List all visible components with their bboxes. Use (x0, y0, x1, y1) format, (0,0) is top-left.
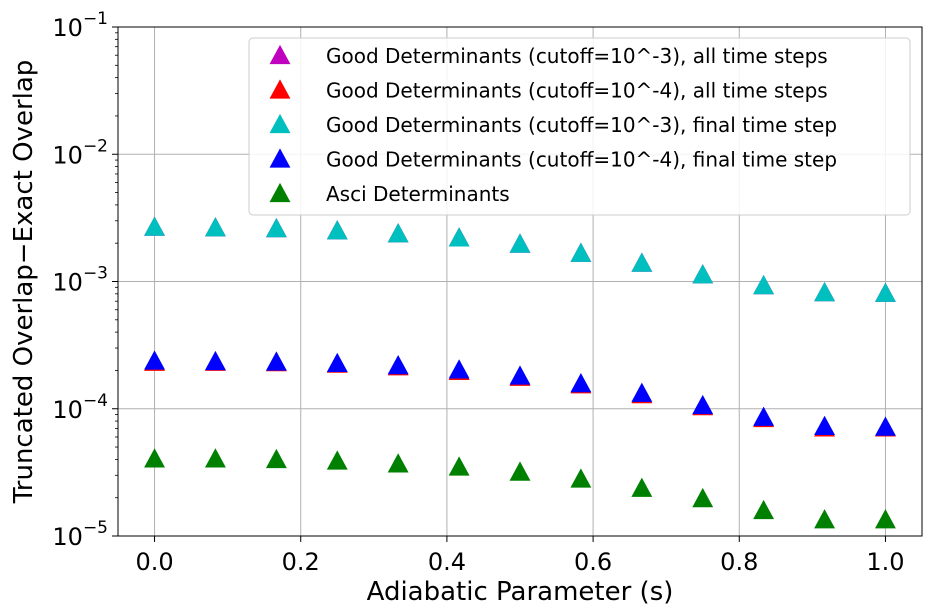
data-point-series-3 (509, 233, 531, 253)
data-point-series-3 (875, 282, 896, 302)
x-tick-label: 0.4 (428, 548, 466, 576)
x-tick-label: 0.6 (574, 548, 612, 576)
data-point-series-5 (144, 448, 165, 468)
data-point-series-4 (509, 365, 531, 385)
data-point-series-3 (448, 227, 470, 247)
x-tick-label: 0.2 (282, 548, 320, 576)
legend-marker (269, 148, 291, 168)
data-point-series-4 (875, 416, 896, 436)
data-point-series-4 (265, 351, 287, 371)
x-axis-ticks: 0.0 0.2 0.4 0.6 0.8 1.0 (135, 536, 905, 576)
data-point-series-4 (144, 350, 165, 370)
legend-entry-label: Good Determinants (cutoff=10^-4), all ti… (326, 79, 828, 103)
y-tick-label: 10−3 (52, 264, 108, 297)
data-point-series-4 (570, 373, 592, 393)
data-point-series-3 (265, 217, 287, 238)
data-markers (144, 216, 896, 529)
legend: Good Determinants (cutoff=10^-3), all ti… (248, 37, 911, 216)
data-point-series-3 (144, 216, 165, 236)
data-point-series-4 (326, 352, 348, 373)
x-tick-label: 1.0 (866, 548, 904, 576)
x-tick-label: 0.0 (135, 548, 173, 576)
y-tick-label: 10−4 (52, 391, 108, 424)
data-point-series-4 (204, 350, 226, 371)
data-point-series-3 (570, 242, 592, 262)
legend-marker (269, 113, 291, 134)
data-point-series-5 (753, 499, 775, 520)
data-point-series-5 (326, 450, 348, 470)
data-point-series-4 (692, 394, 714, 415)
data-point-series-3 (631, 252, 653, 272)
legend-box (248, 37, 911, 216)
legend-entry-label: Good Determinants (cutoff=10^-3), all ti… (326, 44, 828, 68)
data-point-series-4 (753, 406, 775, 426)
data-point-series-5 (265, 448, 287, 469)
data-point-series-4 (448, 359, 470, 379)
legend-entry-label: Asci Determinants (326, 182, 510, 206)
data-point-series-5 (509, 461, 531, 481)
data-point-series-5 (875, 509, 896, 529)
data-point-series-5 (387, 453, 409, 473)
data-point-series-4 (814, 415, 836, 436)
legend-marker (269, 44, 291, 65)
y-axis-label: Truncated Overlap−Exact Overlap (9, 60, 39, 505)
legend-marker (269, 182, 291, 203)
data-point-series-5 (204, 448, 226, 468)
legend-marker (269, 79, 291, 99)
data-point-series-3 (753, 274, 775, 295)
data-point-series-5 (692, 487, 714, 508)
data-point-series-3 (814, 281, 836, 302)
y-axis-ticks: 10−5 10−4 10−3 10−2 10−1 (52, 9, 118, 551)
legend-entry-label: Good Determinants (cutoff=10^-3), final … (326, 113, 837, 137)
y-tick-label: 10−2 (52, 136, 108, 169)
data-point-series-4 (387, 355, 409, 375)
data-point-series-3 (692, 264, 714, 284)
x-axis-label: Adiabatic Parameter (s) (367, 577, 674, 607)
data-point-series-3 (326, 220, 348, 240)
x-tick-label: 0.8 (720, 548, 758, 576)
data-point-series-5 (570, 468, 592, 488)
data-point-series-4 (631, 382, 653, 402)
data-point-series-5 (448, 456, 470, 476)
data-point-series-5 (631, 477, 653, 497)
legend-entry-label: Good Determinants (cutoff=10^-4), final … (326, 148, 837, 172)
data-point-series-3 (204, 217, 226, 237)
data-point-series-3 (387, 223, 409, 243)
data-point-series-5 (814, 509, 836, 529)
y-tick-label: 10−1 (52, 9, 108, 42)
y-tick-label: 10−5 (52, 518, 108, 551)
